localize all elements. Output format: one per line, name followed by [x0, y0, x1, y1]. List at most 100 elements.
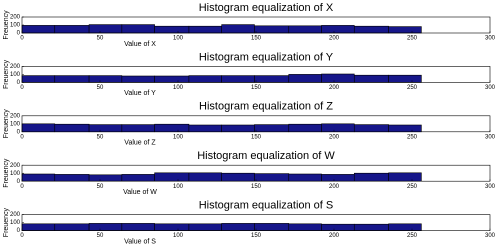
- bar: [221, 75, 255, 83]
- bar: [21, 25, 56, 34]
- x-tick-label: 0: [20, 184, 24, 190]
- x-tick-label: 50: [97, 85, 104, 91]
- y-tick-label: 200: [10, 113, 21, 119]
- bar: [221, 172, 255, 182]
- bar: [321, 123, 355, 133]
- x-tick-label: 250: [407, 36, 418, 42]
- y-tick-label: 100: [10, 121, 21, 127]
- bar: [21, 223, 56, 231]
- x-tick-label: 250: [407, 85, 418, 91]
- bar: [353, 74, 389, 83]
- x-axis-label: Value of Z: [124, 140, 156, 147]
- x-tick-label: 300: [485, 184, 496, 190]
- bar: [54, 75, 90, 83]
- bar: [121, 24, 155, 34]
- x-tick-label: 0: [20, 36, 24, 42]
- x-tick-label: 200: [329, 184, 340, 190]
- bar: [121, 223, 155, 231]
- chart-title: Histogram equalization of Z: [199, 101, 333, 113]
- bar: [121, 174, 155, 182]
- bar: [254, 223, 290, 231]
- bar: [188, 172, 222, 182]
- x-axis-label: Value of W: [123, 189, 157, 196]
- x-tick-label: 50: [97, 233, 104, 239]
- bar: [288, 173, 322, 182]
- y-tick-label: 100: [10, 220, 21, 226]
- y-tick-label: 0: [17, 80, 21, 86]
- x-tick-label: 200: [329, 233, 340, 239]
- x-tick-label: 0: [20, 233, 24, 239]
- bar: [154, 223, 190, 231]
- bar: [154, 25, 190, 34]
- bar: [254, 124, 290, 133]
- bar: [88, 223, 123, 231]
- x-tick-label: 0: [20, 85, 24, 91]
- bar: [388, 74, 422, 83]
- y-tick-label: 0: [17, 228, 21, 234]
- y-axis-label: Freuency: [3, 208, 10, 238]
- bar: [388, 172, 422, 182]
- bar: [88, 75, 123, 83]
- bar: [288, 123, 322, 133]
- x-tick-label: 100: [173, 85, 184, 91]
- bar: [154, 172, 190, 182]
- bar: [388, 223, 422, 231]
- x-tick-label: 250: [407, 184, 418, 190]
- bar: [21, 123, 56, 133]
- bar: [21, 75, 56, 83]
- x-tick-label: 50: [97, 134, 104, 140]
- bar: [154, 123, 190, 133]
- chart-title: Histogram equalization of W: [197, 150, 335, 162]
- y-tick-label: 200: [10, 15, 21, 21]
- y-tick-label: 0: [17, 179, 21, 185]
- x-axis-label: Value of S: [124, 238, 156, 245]
- y-tick-label: 0: [17, 129, 21, 135]
- x-tick-label: 0: [20, 134, 24, 140]
- x-tick-label: 150: [251, 233, 262, 239]
- y-tick-label: 100: [10, 171, 21, 177]
- y-axis-label: Freuency: [3, 109, 10, 139]
- x-tick-label: 250: [407, 134, 418, 140]
- chart-title: Histogram equalization of X: [199, 2, 334, 14]
- y-tick-label: 200: [10, 64, 21, 70]
- chart-title: Histogram equalization of S: [199, 200, 334, 212]
- x-tick-label: 150: [251, 184, 262, 190]
- bar: [154, 75, 190, 83]
- bar: [254, 25, 290, 34]
- bar: [188, 223, 222, 231]
- y-tick-label: 0: [17, 31, 21, 37]
- y-axis-label: Freuency: [3, 59, 10, 89]
- bar: [221, 124, 255, 133]
- y-axis-label: Freuency: [3, 158, 10, 188]
- x-tick-label: 200: [329, 134, 340, 140]
- bar: [321, 73, 355, 83]
- bar: [188, 25, 222, 34]
- bar: [288, 223, 322, 231]
- bar: [121, 75, 155, 83]
- x-tick-label: 50: [97, 184, 104, 190]
- bar: [388, 124, 422, 133]
- bar: [254, 75, 290, 83]
- bar: [353, 223, 389, 231]
- x-tick-label: 300: [485, 233, 496, 239]
- bar: [388, 26, 422, 34]
- bar: [54, 174, 90, 182]
- bar: [321, 174, 355, 182]
- x-tick-label: 250: [407, 233, 418, 239]
- x-tick-label: 300: [485, 134, 496, 140]
- x-tick-label: 100: [173, 134, 184, 140]
- bar: [88, 174, 123, 182]
- bar: [321, 223, 355, 231]
- x-tick-label: 150: [251, 134, 262, 140]
- bar: [254, 173, 290, 182]
- y-axis-label: Freuency: [3, 10, 10, 40]
- y-tick-label: 200: [10, 163, 21, 169]
- x-tick-label: 50: [97, 36, 104, 42]
- x-tick-label: 100: [173, 184, 184, 190]
- x-tick-label: 200: [329, 36, 340, 42]
- bar: [353, 124, 389, 133]
- bar: [353, 25, 389, 34]
- bar: [288, 25, 322, 34]
- bar: [188, 124, 222, 133]
